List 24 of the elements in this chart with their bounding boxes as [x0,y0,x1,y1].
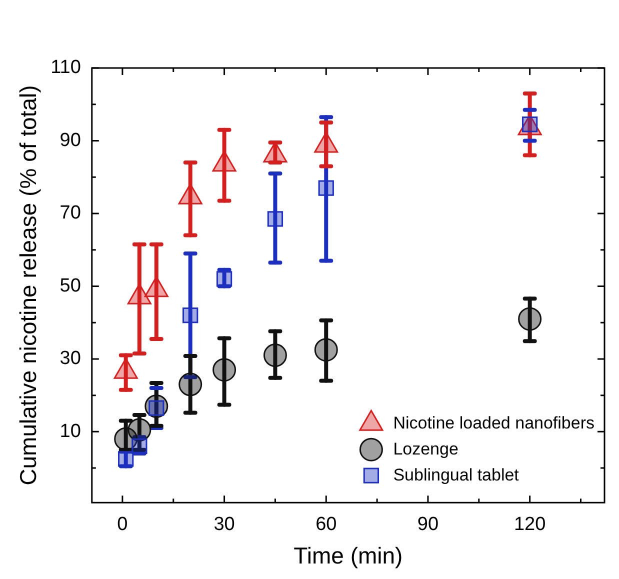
legend-label: Lozenge [393,439,458,458]
x-tick-label: 120 [514,514,546,536]
y-tick-label: 110 [50,57,81,78]
y-tick-label: 50 [60,275,81,296]
point [263,344,287,368]
point [132,438,148,454]
point [314,338,338,362]
point [182,307,198,324]
point [216,271,232,287]
legend-label: Sublingual tablet [393,465,520,484]
legend-label: Nicotine loaded nanofibers [393,413,595,432]
y-tick-label: 70 [60,202,81,224]
y-tick-label: 10 [60,420,81,442]
point [518,307,542,331]
x-tick-label: 90 [417,514,439,536]
y-tick-label: 30 [60,348,81,370]
y-axis-title: Cumulative nicotine release (% of total) [15,85,42,486]
x-tick-label: 60 [316,514,337,536]
x-axis-title: Time (min) [294,542,403,569]
point [178,372,202,396]
x-tick-label: 0 [117,514,128,536]
x-tick-label: 30 [214,514,235,536]
point [212,358,236,382]
y-tick-label: 90 [60,130,81,151]
